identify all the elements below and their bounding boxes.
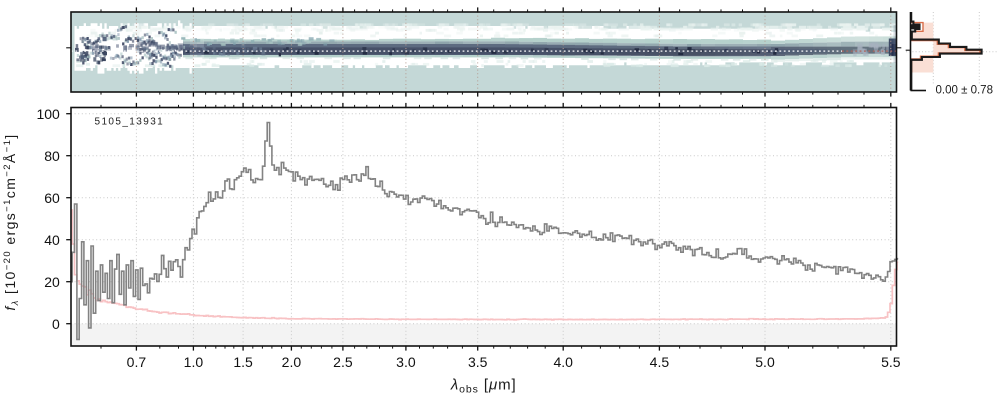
svg-text:0.7: 0.7 bbox=[127, 354, 147, 370]
svg-text:100: 100 bbox=[36, 106, 60, 122]
svg-text:0.00 ± 0.78: 0.00 ± 0.78 bbox=[936, 84, 993, 96]
svg-text:5105_13931: 5105_13931 bbox=[95, 117, 165, 128]
svg-text:5.0: 5.0 bbox=[755, 354, 775, 370]
svg-text:λobs [μm]: λobs [μm] bbox=[450, 377, 517, 396]
svg-text:3.5: 3.5 bbox=[468, 354, 488, 370]
svg-text:1.5: 1.5 bbox=[233, 354, 253, 370]
svg-text:1.0: 1.0 bbox=[184, 354, 204, 370]
svg-text:5.5: 5.5 bbox=[881, 354, 901, 370]
svg-text:4.5: 4.5 bbox=[650, 354, 670, 370]
svg-text:2.5: 2.5 bbox=[333, 354, 353, 370]
svg-text:80: 80 bbox=[44, 148, 60, 164]
svg-text:3.0: 3.0 bbox=[396, 354, 416, 370]
svg-text:20: 20 bbox=[44, 274, 60, 290]
svg-text:40: 40 bbox=[44, 232, 60, 248]
svg-text:2.0: 2.0 bbox=[282, 354, 302, 370]
svg-text:60: 60 bbox=[44, 190, 60, 206]
svg-text:fλ [10−20 ergs−1cm−2Å−1]: fλ [10−20 ergs−1cm−2Å−1] bbox=[2, 133, 21, 310]
svg-text:0: 0 bbox=[52, 316, 60, 332]
svg-text:4.0: 4.0 bbox=[553, 354, 573, 370]
